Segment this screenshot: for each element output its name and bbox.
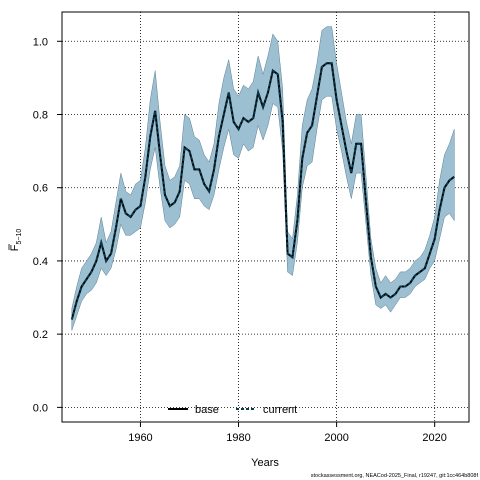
plot-frame — [61, 11, 470, 423]
x-axis-title: Years — [251, 457, 279, 469]
y-tick-label-4: 0.8 — [33, 110, 48, 122]
series-line-current — [70, 62, 455, 320]
legend-label-current: current — [263, 404, 297, 416]
y-tick-label-5: 1.0 — [33, 36, 48, 48]
y-tick-label-2: 0.4 — [33, 256, 48, 268]
y-tick-label-3: 0.6 — [33, 183, 48, 195]
x-tick-label-2000: 2000 — [324, 432, 348, 444]
legend: base current — [168, 404, 297, 416]
y-axis-title-sub: 5−10 — [16, 229, 23, 245]
footer-source: stockassessment.org, NEACod-2025_Final, … — [311, 473, 479, 479]
y-tick-label-1: 0.2 — [33, 329, 48, 341]
x-tick-label-2020: 2020 — [422, 432, 446, 444]
y-tick-label-0: 0.0 — [33, 402, 48, 414]
y-axis-title-main: F — [9, 244, 21, 251]
y-axis-title: F5−10 — [8, 229, 23, 252]
x-axis-ticks: 1960 1980 2000 2020 — [128, 422, 447, 444]
legend-label-base: base — [195, 404, 219, 416]
svg-text:F5−10: F5−10 — [9, 229, 23, 252]
confidence-band — [71, 26, 455, 331]
y-axis-ticks: 0.0 0.2 0.4 0.6 0.8 1.0 — [33, 36, 62, 414]
x-tick-label-1980: 1980 — [226, 432, 250, 444]
x-tick-label-1960: 1960 — [128, 432, 152, 444]
